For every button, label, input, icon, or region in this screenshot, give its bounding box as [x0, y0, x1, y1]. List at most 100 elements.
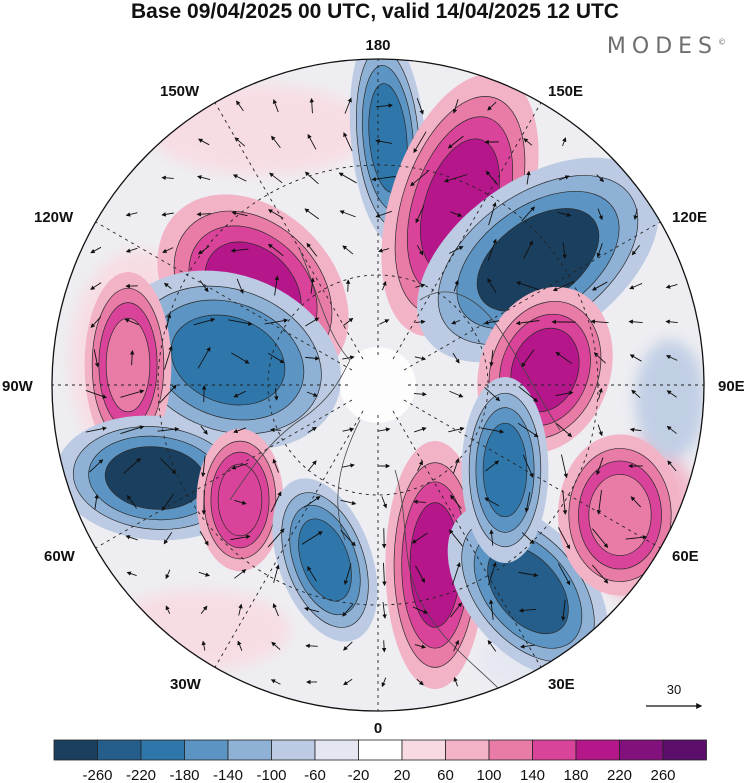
wind-arrow — [343, 563, 352, 586]
wind-arrow — [274, 388, 279, 401]
wind-arrow — [381, 280, 387, 291]
wind-arrow — [453, 279, 459, 292]
colorbar-swatch — [401, 739, 446, 761]
wind-arrow — [198, 571, 210, 577]
wind-arrow — [596, 243, 603, 258]
wind-arrow — [305, 317, 320, 327]
wind-arrow — [125, 535, 138, 541]
wind-arrow — [342, 427, 355, 432]
wind-arrow — [485, 460, 500, 472]
coastline-europe — [394, 469, 501, 691]
wind-arrow — [415, 205, 425, 224]
wind-arrow — [591, 281, 608, 291]
colorbar-swatch — [532, 739, 577, 761]
wind-arrow — [306, 391, 318, 397]
wind-arrow — [416, 244, 424, 256]
lon-label-120e: 120E — [672, 209, 707, 226]
wind-arrow — [272, 603, 279, 617]
coastlines — [229, 249, 561, 691]
wind-arrow — [452, 99, 459, 114]
wind-arrow — [559, 175, 570, 181]
wind-arrow — [338, 172, 357, 184]
wind-arrow — [123, 457, 142, 474]
lon-label-60w: 60W — [44, 548, 76, 565]
copyright-mark: © — [718, 37, 726, 47]
wind-arrow — [270, 491, 282, 513]
wind-arrow — [596, 457, 604, 476]
wind-arrow — [197, 175, 211, 180]
wind-arrow — [556, 423, 573, 438]
wind-arrow — [447, 135, 464, 149]
meridian-line — [392, 410, 542, 668]
wind-arrow — [526, 170, 531, 185]
wind-arrow — [521, 532, 535, 545]
wind-arrow — [518, 571, 539, 578]
wind-arrow — [412, 606, 429, 614]
wind-arrow — [667, 460, 677, 472]
lon-label-30e: 30E — [548, 676, 575, 693]
wind-arrow — [129, 349, 135, 366]
wind-arrow — [200, 605, 208, 614]
wind-arrow — [307, 566, 317, 582]
wind-arrow — [165, 605, 171, 615]
wind-arrow — [665, 355, 678, 361]
lon-label-90e: 90E — [718, 378, 745, 395]
wind-arrow — [85, 426, 107, 433]
lon-label-180: 180 — [365, 37, 390, 54]
wind-arrow — [382, 601, 387, 619]
wind-arrow — [264, 318, 289, 325]
polar-cap — [340, 347, 416, 423]
wind-arrow — [557, 527, 571, 550]
wind-arrow — [452, 352, 460, 364]
wind-arrow — [484, 497, 500, 507]
wind-arrow — [414, 427, 427, 433]
wind-arrow — [450, 602, 463, 618]
blue-kara-sea — [461, 377, 549, 563]
wind-arrow — [562, 137, 567, 147]
wind-arrow — [488, 201, 497, 226]
colorbar-swatch — [575, 739, 620, 761]
wind-arrow — [489, 350, 494, 367]
map-field — [52, 59, 704, 711]
meridian-lines — [52, 59, 704, 711]
wind-arrow — [89, 459, 104, 473]
wind-arrow — [518, 608, 537, 613]
wind-arrow — [449, 390, 464, 398]
wind-arrow — [631, 389, 641, 399]
wind-arrow — [451, 319, 461, 325]
colorbar-swatch — [227, 739, 272, 761]
wind-arrow — [379, 319, 390, 325]
wind-arrow — [120, 389, 145, 398]
wind-arrow — [234, 137, 246, 147]
wind-arrow — [304, 606, 320, 613]
wind-arrow — [230, 534, 251, 541]
wind-arrow — [515, 281, 540, 291]
brand-name: MODES — [606, 34, 718, 59]
wind-arrow — [163, 282, 172, 290]
colorbar-swatch — [488, 739, 533, 761]
wind-arrow — [230, 248, 249, 253]
wind-arrow — [517, 422, 539, 438]
wind-arrow — [267, 209, 284, 219]
purple-east-siberia — [381, 73, 539, 337]
wind-arrow — [523, 240, 533, 260]
wind-arrow — [381, 496, 387, 509]
wind-arrow — [629, 427, 642, 433]
wind-arrow — [629, 282, 643, 290]
wind-arrow — [197, 138, 210, 146]
wind-arrow — [487, 238, 497, 261]
lon-label-0: 0 — [374, 720, 382, 737]
wind-arrow — [629, 354, 642, 362]
wind-arrow — [381, 677, 387, 688]
colorbar-label: 60 — [437, 767, 454, 783]
wind-arrow — [200, 425, 208, 435]
wind-arrow — [342, 245, 354, 255]
meridian-line — [403, 221, 661, 371]
wind-arrow — [310, 277, 315, 294]
wind-arrow — [562, 490, 568, 515]
pink-mid-atlantic — [196, 428, 284, 572]
wind-arrow — [267, 243, 284, 257]
wind-arrow — [487, 101, 497, 111]
wind-arrow — [271, 641, 281, 650]
wind-arrow — [267, 528, 285, 548]
